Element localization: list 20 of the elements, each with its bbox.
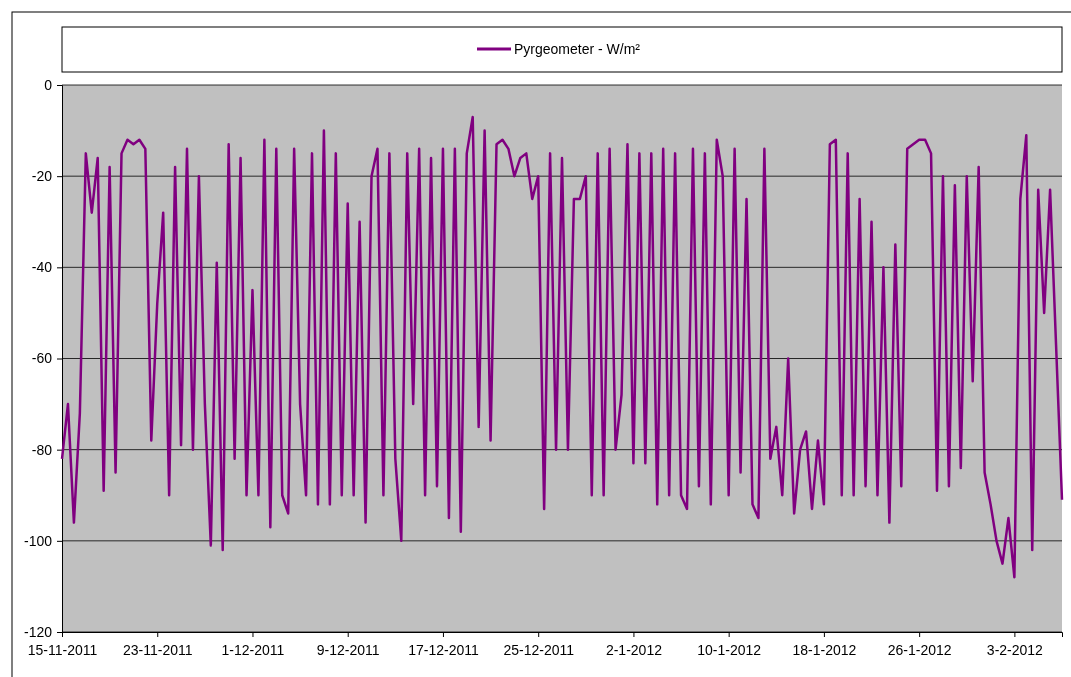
- x-tick-label: 25-12-2011: [503, 642, 575, 659]
- y-tick-label: -80: [31, 441, 53, 458]
- x-tick-label: 2-1-2012: [605, 642, 663, 659]
- y-tick-label: 0: [44, 76, 53, 93]
- y-tick-label: -100: [23, 532, 53, 549]
- y-tick-label: -20: [31, 168, 53, 185]
- x-tick-label: 23-11-2011: [122, 642, 193, 659]
- y-tick-label: -120: [23, 623, 53, 640]
- x-tick-label: 3-2-2012: [986, 642, 1044, 659]
- line-series: [60, 115, 1064, 579]
- x-tick-label: 1-12-2011: [221, 642, 285, 659]
- x-tick-label: 10-1-2012: [697, 642, 762, 659]
- legend-label: Pyrgeometer - W/m²: [514, 41, 641, 57]
- x-tick-label: 26-1-2012: [887, 642, 952, 659]
- y-tick-label: -60: [31, 350, 53, 367]
- x-tick-label: 18-1-2012: [792, 642, 857, 659]
- x-tick-label: 17-12-2011: [408, 642, 479, 659]
- y-tick-label: -40: [31, 259, 53, 276]
- x-tick-label: 9-12-2011: [316, 642, 380, 659]
- x-tick-label: 15-11-2011: [27, 642, 98, 659]
